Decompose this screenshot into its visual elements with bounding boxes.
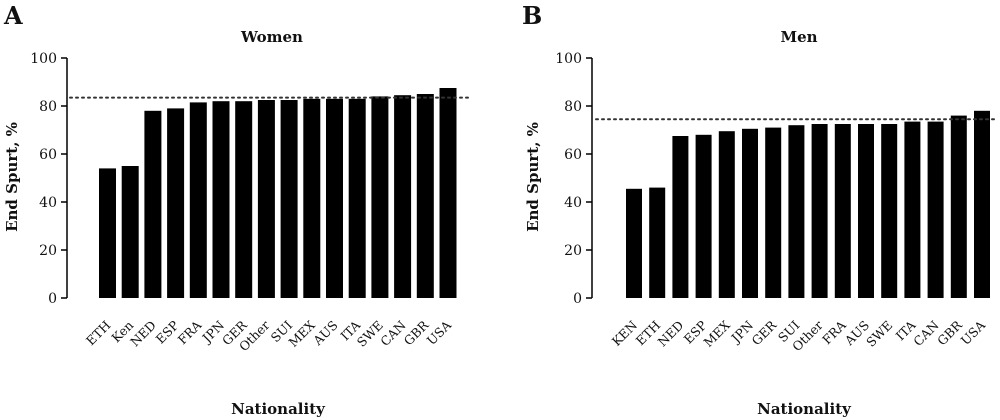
bar-men-can: [927, 121, 944, 298]
bar-men-jpn: [742, 128, 758, 298]
bar-men-ita: [904, 121, 921, 298]
bar-women-fra: [189, 102, 207, 299]
y-axis-label-men: End Spurt, %: [524, 122, 542, 232]
bar-women-usa: [439, 88, 457, 298]
y-tick-label-women-0: 0: [48, 291, 57, 307]
category-label-women-aus: AUS: [309, 318, 340, 349]
bar-men-ned: [672, 136, 689, 298]
panel-letter-a: A: [3, 1, 23, 30]
y-axis-label-women: End Spurt, %: [3, 122, 21, 232]
chart-title-women: Women: [240, 28, 303, 46]
bar-men-ken: [626, 188, 642, 298]
y-tick-label-women-20: 20: [39, 243, 57, 259]
category-label-men-ger: GER: [749, 317, 780, 348]
bar-men-fra: [834, 124, 851, 298]
bar-men-sui: [788, 125, 805, 298]
chart-title-men: Men: [780, 28, 817, 46]
x-axis-label-women: Nationality: [231, 400, 326, 418]
y-tick-label-women-40: 40: [39, 195, 57, 211]
bar-women-gbr: [416, 94, 434, 298]
bar-women-esp: [167, 108, 185, 299]
bar-men-eth: [649, 187, 666, 298]
y-tick-label-men-60: 60: [564, 147, 582, 163]
bar-men-ger: [765, 127, 782, 298]
category-label-men-usa: USA: [958, 317, 989, 348]
bar-women-sui: [280, 100, 298, 298]
chart-panel-men: B Men End Spurt, % Nationality 0 20 40 60 80…: [522, 1, 996, 418]
x-axis-label-men: Nationality: [757, 400, 852, 418]
category-label-men-ned: NED: [655, 318, 687, 350]
chart-panel-women: A Women End Spurt, % Nationality 0 20 40 60…: [3, 1, 469, 418]
category-label-women-fra: FRA: [175, 317, 205, 347]
plot-area-women: 020406080100ETHKenNEDESPFRAJPNGEROtherSU…: [30, 51, 469, 354]
y-tick-label-men-80: 80: [564, 99, 582, 115]
plot-area-men: 020406080100KENETHNEDESPMEXJPNGERSUIOthe…: [555, 51, 996, 354]
category-label-men-ken: KEN: [609, 317, 640, 348]
bar-women-ken: [121, 166, 139, 298]
y-tick-label-men-0: 0: [573, 291, 582, 307]
y-tick-label-men-100: 100: [555, 51, 582, 67]
bar-women-other: [257, 100, 275, 298]
category-label-women-esp: ESP: [153, 318, 182, 347]
y-tick-label-men-40: 40: [564, 195, 582, 211]
bar-men-mex: [718, 131, 735, 298]
bar-men-other: [811, 124, 828, 298]
bar-women-can: [394, 95, 412, 298]
category-label-men-fra: FRA: [819, 317, 849, 347]
y-tick-label-women-100: 100: [30, 51, 57, 67]
category-label-men-gbr: GBR: [934, 317, 965, 348]
category-label-women-usa: USA: [424, 317, 455, 348]
bar-women-eth: [99, 168, 116, 298]
category-label-men-can: CAN: [910, 317, 942, 349]
bar-women-jpn: [212, 101, 230, 298]
y-tick-label-men-20: 20: [564, 243, 582, 259]
bar-men-swe: [881, 124, 898, 298]
category-label-men-swe: SWE: [863, 318, 895, 350]
bar-women-mex: [303, 98, 321, 298]
bar-women-ned: [144, 110, 162, 298]
bar-men-esp: [695, 134, 712, 298]
y-tick-label-women-80: 80: [39, 99, 57, 115]
y-tick-label-women-60: 60: [39, 147, 57, 163]
bar-men-usa: [974, 110, 990, 298]
bar-men-gbr: [950, 115, 967, 298]
bar-women-aus: [326, 98, 343, 298]
bar-women-ger: [235, 101, 253, 298]
bar-women-swe: [371, 96, 389, 299]
bar-men-aus: [858, 124, 874, 298]
panel-letter-b: B: [522, 1, 542, 30]
category-label-men-jpn: JPN: [727, 317, 756, 346]
bar-women-ita: [348, 98, 366, 298]
